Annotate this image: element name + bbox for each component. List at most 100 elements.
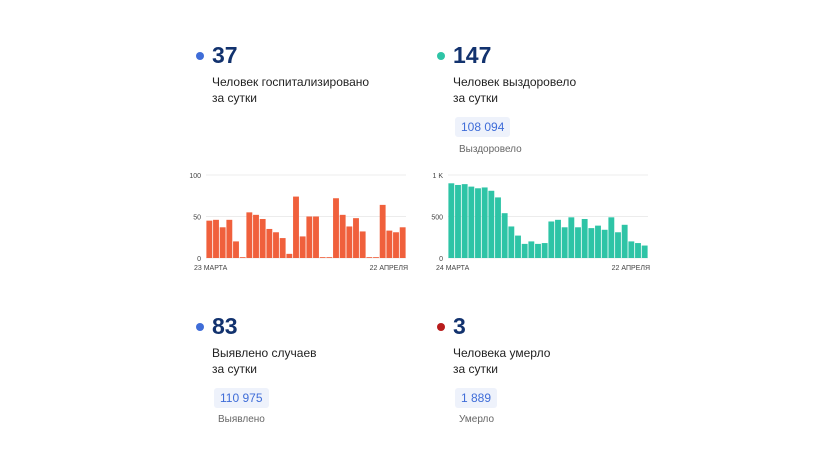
bar [641, 245, 648, 258]
cases-value: 83 [212, 313, 238, 339]
bar [379, 204, 386, 258]
bar [528, 241, 535, 258]
bar [501, 213, 508, 258]
bar [386, 230, 393, 258]
bar [286, 253, 293, 258]
bar [213, 219, 219, 258]
bar [399, 227, 406, 258]
bar [548, 221, 555, 258]
bar [621, 224, 628, 258]
hospitalized-dot [196, 52, 204, 60]
bar [601, 229, 608, 258]
bar [455, 184, 461, 258]
bar [293, 196, 299, 258]
recovered-stat: 147 Человек выздоровело за сутки 108 094… [437, 40, 657, 160]
bar [346, 226, 353, 258]
bar [475, 188, 481, 258]
bar [306, 216, 313, 258]
bar [561, 227, 568, 258]
y-tick-label: 500 [431, 215, 443, 222]
bar [488, 190, 495, 258]
bar [373, 257, 379, 258]
hospitalized-desc-line2: за сутки [212, 91, 257, 105]
bar [541, 243, 548, 258]
bar [588, 228, 595, 258]
cases-total-label: Выявлено [218, 414, 265, 425]
recovered-desc: Человек выздоровело за сутки [453, 74, 576, 106]
bar [219, 227, 226, 258]
hospitalized-desc: Человек госпитализировано за сутки [212, 74, 369, 106]
x-end-label: 22 АПРЕЛЯ [612, 265, 650, 272]
bar [568, 217, 575, 258]
cases-dot [196, 323, 204, 331]
bar [615, 232, 621, 258]
bar [575, 227, 581, 258]
bar [448, 183, 455, 258]
bar [468, 186, 475, 258]
bar [366, 257, 373, 258]
bar [581, 218, 588, 258]
bar [393, 232, 399, 258]
cases-desc: Выявлено случаев за сутки [212, 345, 317, 377]
recovered-desc-line1: Человек выздоровело [453, 75, 577, 89]
bar [555, 219, 561, 258]
recovered-value: 147 [453, 42, 492, 68]
bar [333, 198, 339, 258]
bar [266, 228, 273, 258]
x-end-label: 22 АПРЕЛЯ [370, 265, 408, 272]
cases-stat: 83 Выявлено случаев за сутки 110 975 Выя… [196, 311, 396, 431]
bar [521, 243, 528, 258]
hospitalized-chart: 0 50 100 23 МАРТА 22 АПРЕЛЯ [189, 173, 408, 272]
bar [595, 225, 601, 258]
bar [508, 226, 515, 258]
bar [495, 197, 501, 258]
cases-desc-line1: Выявлено случаев [212, 346, 317, 360]
x-start-label: 23 МАРТА [194, 265, 228, 272]
bar [461, 184, 468, 258]
y-tick-label: 50 [193, 215, 201, 222]
bar [353, 218, 359, 258]
bar [239, 257, 246, 258]
recovered-dot [437, 52, 445, 60]
recovered-total-label: Выздоровело [459, 144, 522, 155]
bar [226, 219, 233, 258]
y-tick-label: 0 [439, 256, 443, 263]
hospitalized-value: 37 [212, 42, 238, 68]
recovered-desc-line2: за сутки [453, 91, 498, 105]
deaths-value: 3 [453, 313, 466, 339]
y-tick-label: 1 K [432, 173, 443, 180]
bar [515, 235, 521, 258]
bar [299, 236, 306, 258]
bar [206, 220, 213, 258]
bar [313, 216, 319, 258]
deaths-desc-line2: за сутки [453, 362, 498, 376]
deaths-total-label: Умерло [459, 414, 495, 425]
bar [628, 241, 635, 258]
bar [273, 232, 279, 258]
bar [246, 212, 253, 258]
y-tick-label: 0 [197, 256, 201, 263]
bar [319, 257, 326, 258]
bar [279, 238, 286, 258]
bar [326, 257, 333, 258]
deaths-desc: Человека умерло за сутки [453, 345, 550, 377]
bar [481, 187, 488, 258]
deaths-desc-line1: Человека умерло [453, 346, 551, 360]
bar [259, 218, 266, 258]
bar [233, 241, 239, 258]
deaths-stat: 3 Человека умерло за сутки 1 889 Умерло [437, 311, 637, 431]
x-start-label: 24 МАРТА [436, 265, 470, 272]
bar [359, 231, 366, 258]
deaths-dot [437, 323, 445, 331]
bar [635, 243, 641, 258]
bar [339, 214, 346, 258]
cases-total-badge: 110 975 [214, 388, 269, 408]
cases-desc-line2: за сутки [212, 362, 257, 376]
deaths-total-badge: 1 889 [455, 388, 498, 408]
bar [608, 217, 615, 258]
hospitalized-stat: 37 Человек госпитализировано за сутки [196, 40, 396, 110]
hospitalized-desc-line1: Человек госпитализировано [212, 75, 370, 89]
recovered-chart: 0 500 1 K 24 МАРТА 22 АПРЕЛЯ [431, 173, 650, 272]
y-tick-label: 100 [189, 173, 201, 180]
bar [253, 214, 259, 258]
